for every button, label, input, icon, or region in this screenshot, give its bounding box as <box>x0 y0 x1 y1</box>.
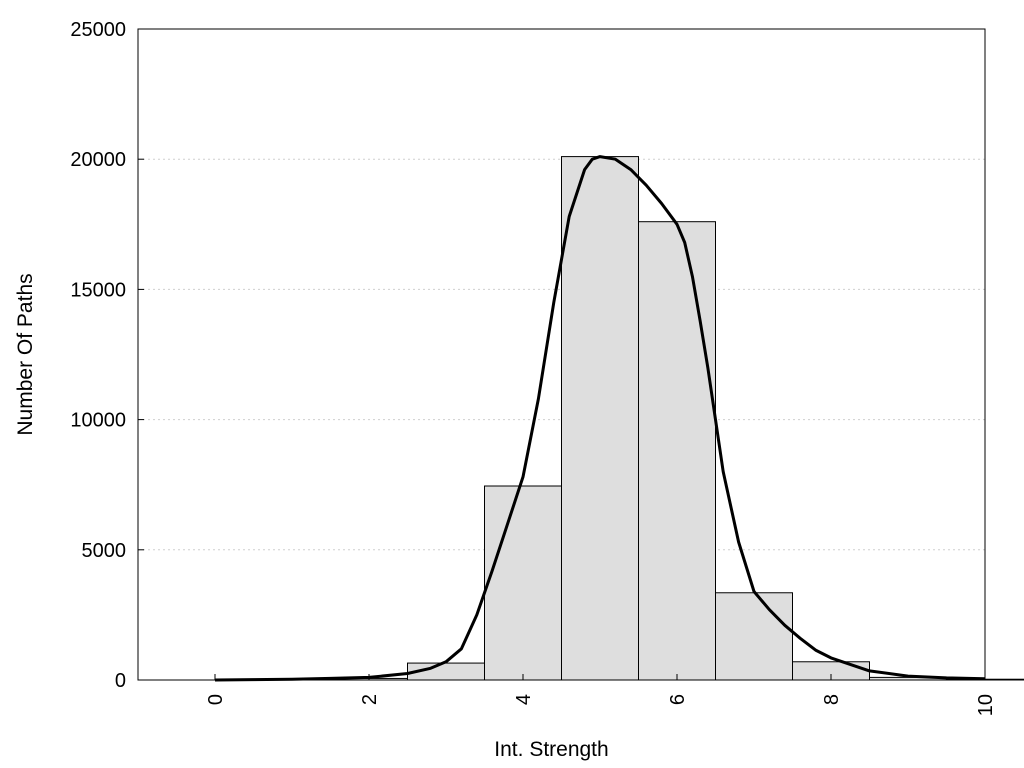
x-tick-label: 0 <box>205 694 227 705</box>
x-tick-label: 8 <box>821 694 843 705</box>
density-curve-group <box>214 155 986 682</box>
x-axis-ticks: 0 2 4 6 8 10 <box>205 674 997 716</box>
y-tick-label: 15000 <box>70 279 126 301</box>
histogram-bar <box>638 221 716 681</box>
histogram-bar <box>484 485 562 681</box>
plot-frame <box>137 28 986 681</box>
bars <box>253 156 1024 681</box>
grid-lines <box>138 158 985 551</box>
y-tick-label: 5000 <box>82 540 127 562</box>
y-axis-title: Number Of Paths <box>14 273 37 435</box>
density-curve <box>214 155 986 682</box>
y-tick-label: 10000 <box>70 410 126 432</box>
x-tick-label: 10 <box>975 694 997 716</box>
histogram-bar <box>561 156 639 681</box>
x-tick-label: 2 <box>359 694 381 705</box>
x-axis-title: Int. Strength <box>494 738 608 761</box>
y-tick-label: 25000 <box>70 19 126 41</box>
y-tick-label: 0 <box>115 670 126 692</box>
histogram-bar <box>715 592 793 681</box>
y-axis-ticks: 0 5000 10000 15000 20000 25000 <box>70 19 144 692</box>
y-tick-label: 20000 <box>70 149 126 171</box>
x-tick-label: 6 <box>667 694 689 705</box>
x-tick-label: 4 <box>513 694 535 705</box>
